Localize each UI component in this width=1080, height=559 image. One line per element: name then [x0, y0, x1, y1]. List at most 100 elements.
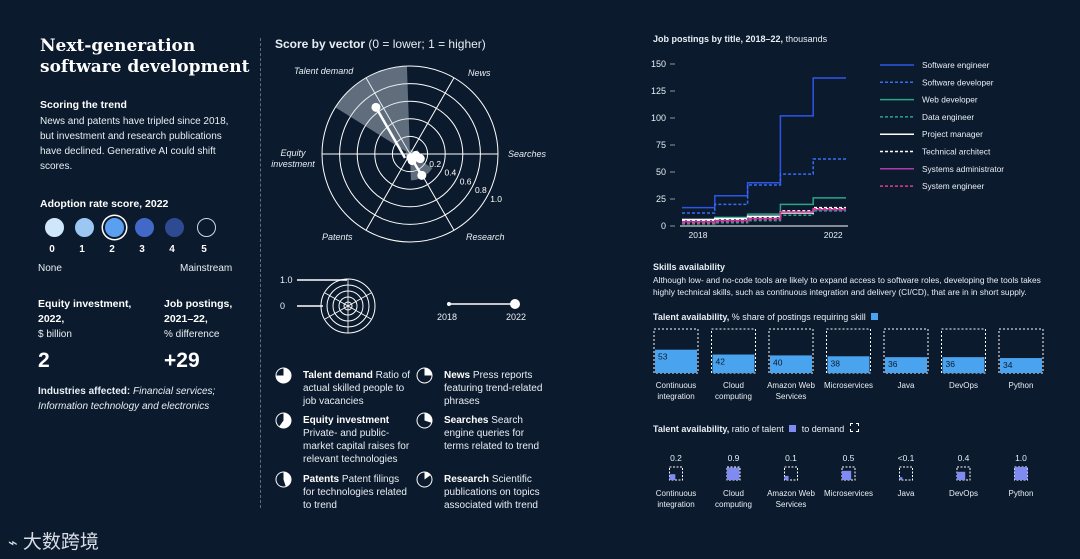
jobs-heading: Job postings, 2021–22,: [164, 298, 233, 325]
share-category-1-0: Cloud: [723, 381, 744, 390]
ratio-talent-bar-5: [957, 471, 966, 480]
ratio-category-1-0: Cloud: [723, 489, 744, 498]
legend-label-6: Systems administrator: [922, 164, 1004, 174]
radar-axis-label-equity-investment: Equity investment: [271, 148, 315, 169]
equity-unit: $ billion: [38, 329, 72, 340]
radar-axis-label-patents: Patents: [322, 232, 353, 242]
ratio-talent-bar-6: [1014, 467, 1028, 480]
patents-pie-icon: [275, 471, 292, 488]
ratio-talent-bar-0: [669, 474, 676, 480]
radar-sector-5: [405, 151, 410, 157]
ratio-talent-bar-1: [727, 467, 740, 480]
radar-spoke-0: [365, 77, 411, 155]
watermark: ⌁ 大数跨境: [8, 527, 99, 554]
legend-label-5: Technical architect: [922, 147, 991, 157]
industries-label: Industries affected:: [38, 386, 131, 397]
legend-desc-equity-investment: Private- and public-market capital raise…: [303, 428, 410, 465]
adoption-label-4: 4: [169, 244, 175, 255]
radar-title: Score by vector: [275, 37, 366, 51]
ratio-value-5: 0.4: [958, 453, 970, 463]
y-tick-5: 125: [651, 86, 666, 96]
research-pie-icon: [416, 471, 433, 488]
legend-desc-patents: Patent filings for technologies related …: [303, 474, 407, 511]
radar-trail-0: [374, 106, 407, 159]
legend-label-2: Web developer: [922, 95, 978, 105]
radar-ring-labels: 0.20.4 0.60.81.0: [429, 159, 502, 204]
legend-desc-searches: Search engine queries for terms related …: [444, 415, 540, 452]
adoption-scale: [40, 218, 240, 238]
legend-name-equity-investment: Equity investment: [303, 415, 390, 426]
radar-point-2: [415, 154, 425, 164]
ratio-demand-box-0: [669, 466, 683, 481]
series-line-1: [682, 158, 846, 214]
ratio-chart-unit: ratio of talent: [731, 424, 784, 434]
radar-ring-label-0: 0.2: [429, 159, 441, 169]
ratio-demand-box-2: [784, 466, 798, 481]
ratio-category-6-0: Python: [1009, 489, 1034, 498]
share-bar-1: [712, 354, 755, 373]
column-divider: [260, 38, 261, 508]
series-line-0: [682, 77, 846, 209]
share-category-2-0: Amazon Web: [767, 381, 815, 390]
vector-legend: Talent demand Ratio of actual skilled pe…: [275, 367, 555, 517]
adoption-heading: Adoption rate score, 2022: [40, 198, 169, 210]
ratio-category-2-0: Amazon Web: [767, 489, 815, 498]
series-line-7: [682, 207, 846, 224]
scoring-heading: Scoring the trend: [40, 99, 127, 111]
slider-end-label: 2022: [506, 312, 527, 322]
radar-heading: Score by vector (0 = lower; 1 = higher): [275, 37, 486, 51]
ratio-value-1: 0.9: [728, 453, 740, 463]
adoption-dot-2: [105, 218, 124, 237]
radar-subtitle: (0 = lower; 1 = higher): [368, 37, 486, 51]
radar-point-5: [406, 153, 416, 163]
share-category-3-0: Microservices: [824, 381, 873, 390]
share-chart-title: Talent availability,: [653, 312, 730, 322]
radar-chart: 0.20.4 0.60.81.0: [321, 65, 502, 243]
industries-text: Financial services; Information technolo…: [38, 386, 216, 412]
ratio-value-6: 1.0: [1015, 453, 1027, 463]
adoption-dot-3: [135, 218, 154, 237]
jobs-value: +29: [164, 349, 200, 372]
share-chart-unit: % share of postings requiring skill: [731, 312, 866, 322]
ratio-demand-swatch-icon: [849, 423, 859, 432]
title-line-2: software development: [40, 57, 250, 77]
ratio-category-5-0: DevOps: [949, 489, 978, 498]
industries: Industries affected: Financial services;…: [38, 384, 248, 414]
equity-heading: Equity investment, 2022,: [38, 298, 132, 325]
share-value-0: 53: [658, 352, 668, 362]
legend-label-0: Software engineer: [922, 60, 990, 70]
radar-shapes: [335, 66, 433, 181]
legend-name-searches: Searches: [444, 415, 489, 426]
searches-pie-icon: [416, 412, 433, 429]
y-tick-6: 150: [651, 59, 666, 69]
share-category-1-1: computing: [715, 392, 752, 401]
news-pie-icon: [416, 367, 433, 384]
ratio-category-2-1: Services: [776, 500, 807, 509]
x-tick-1: 2022: [824, 230, 843, 240]
legend-name-research: Research: [444, 474, 490, 485]
share-bar-4: [885, 357, 927, 373]
year-slider[interactable]: [445, 296, 525, 312]
ratio-category-3-0: Microservices: [824, 489, 873, 498]
ratio-value-4: <0.1: [898, 453, 915, 463]
legend-label-1: Software developer: [922, 77, 994, 87]
adoption-label-2: 2: [109, 244, 115, 255]
radar-axis-label-talent-demand: Talent demand: [294, 66, 354, 76]
share-category-0-0: Continuous: [656, 381, 696, 390]
radar-ring-label-1: 0.4: [444, 168, 456, 178]
job-postings-line-chart: 0 25 50 75 100 125 150 2018 2022 Software enginee…: [651, 59, 1004, 240]
ratio-value-3: 0.5: [843, 453, 855, 463]
ratio-category-1-1: computing: [715, 500, 752, 509]
adoption-dot-1: [75, 218, 94, 237]
share-category-2-1: Services: [776, 392, 807, 401]
radar-scale-key: [297, 278, 376, 334]
skills-text: Although low- and no-code tools are like…: [653, 275, 1041, 297]
adoption-label-1: 1: [79, 244, 85, 255]
radar-ring-label-4: 1.0: [490, 194, 502, 204]
scale-high-label: 1.0: [280, 275, 293, 285]
watermark-text: 大数跨境: [22, 532, 99, 553]
year-slider-handle[interactable]: [510, 299, 520, 309]
y-tick-2: 50: [656, 167, 666, 177]
ratio-talent-swatch-icon: [789, 425, 797, 432]
line-chart-unit: thousands: [785, 34, 828, 44]
